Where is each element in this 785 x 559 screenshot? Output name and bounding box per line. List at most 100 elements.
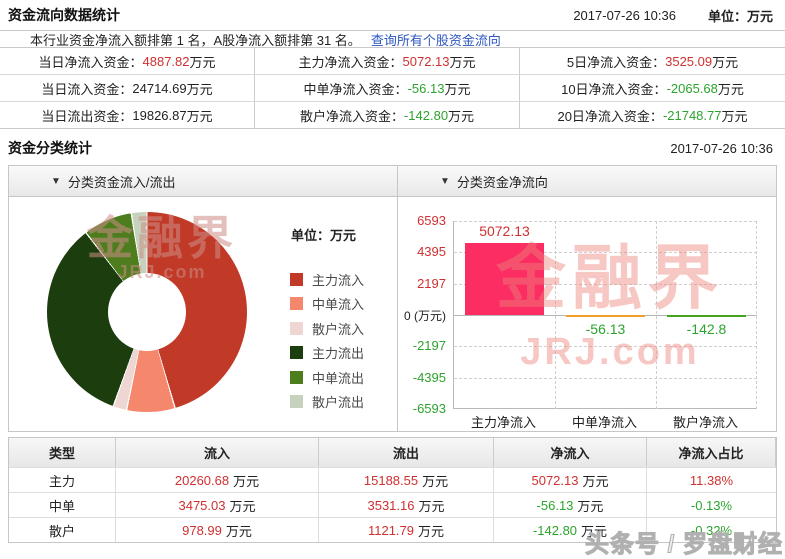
- legend-item: 散户流出: [290, 390, 364, 415]
- stat-value: 4887.82: [142, 53, 190, 69]
- stat-cell-5day-net-inflow: 5日净流入资金： 3525.09 万元: [520, 48, 785, 74]
- y-axis-tick: 0 (万元): [403, 309, 446, 323]
- gridline: [454, 221, 757, 222]
- stat-cell-today-inflow: 当日流入资金： 24714.69 万元: [0, 75, 255, 101]
- y-axis-tick: -4395: [412, 369, 446, 385]
- stat-label: 20日净流入资金：: [557, 108, 663, 124]
- cell-value: 20260.68: [174, 472, 230, 488]
- all-stocks-flow-link[interactable]: 查询所有个股资金流向: [370, 32, 501, 48]
- legend-swatch-icon: [290, 370, 303, 384]
- stat-suffix: 万元: [721, 108, 748, 124]
- section-header-flow-stats: 资金流向数据统计 2017-07-26 10:36 单位：万元: [0, 0, 785, 31]
- stat-cell-10day-net-inflow: 10日净流入资金： -2065.68 万元: [520, 75, 785, 101]
- cell-ratio: -0.32%: [690, 522, 733, 538]
- stat-value: 19826.87: [132, 107, 187, 123]
- legend-label: 中单流入: [312, 297, 365, 313]
- stat-suffix: 万元: [712, 54, 739, 70]
- stat-value: -142.80: [403, 107, 449, 123]
- stat-cell-20day-net-inflow: 20日净流入资金： -21748.77 万元: [520, 102, 785, 128]
- stat-cell-today-outflow: 当日流出资金： 19826.87 万元: [0, 102, 255, 128]
- section-header-category-stats: 资金分类统计 2017-07-26 10:36: [0, 133, 785, 163]
- cell-outflow: 15188.55 万元: [319, 468, 494, 492]
- stat-suffix: 万元: [717, 81, 744, 97]
- x-axis-label: 中单净流入: [571, 415, 637, 430]
- cell-value: 1121.79: [367, 522, 414, 538]
- cell-type: 主力: [9, 468, 116, 492]
- cell-value: 978.99: [182, 522, 222, 538]
- y-axis-tick: 4395: [417, 244, 446, 260]
- cell-value: 3531.16: [367, 497, 415, 513]
- legend-swatch-icon: [290, 395, 303, 409]
- datetime-label: 2017-07-26 10:36: [573, 7, 676, 23]
- cell-suffix: 万元: [422, 473, 449, 489]
- pie-unit-label: 单位：万元: [291, 228, 357, 243]
- cell-net: -56.13 万元: [494, 493, 647, 517]
- page-title: 资金流向数据统计: [8, 7, 120, 23]
- stat-label: 主力净流入资金：: [298, 54, 403, 70]
- bar-中单净流入: [566, 315, 645, 317]
- stat-suffix: 万元: [189, 54, 216, 70]
- gridline: [454, 346, 757, 348]
- bar-value-label: -142.8: [686, 321, 727, 337]
- pie-panel-body: 金融界 JRJ.com 单位：万元 主力流入 中单流入 散户流入 主力流出 中单流出 散户…: [9, 197, 397, 431]
- bar-panel-title: 分类资金净流向: [456, 174, 548, 190]
- cell-value: -56.13: [536, 497, 574, 513]
- cell-type: 散户: [9, 518, 116, 542]
- legend-label: 主力流出: [312, 346, 365, 362]
- chart-panels: ▼ 分类资金流入/流出 金融界 JRJ.com 单位：万元 主力流入 中单流入 散户…: [8, 165, 777, 432]
- cell-net: 5072.13 万元: [494, 468, 647, 492]
- breakdown-table: 类型 流入 流出 净流入 净流入占比 主力 20260.68 万元 15188.5…: [8, 437, 777, 543]
- y-axis-tick: -2197: [412, 338, 446, 354]
- legend-label: 中单流出: [312, 370, 365, 386]
- stat-label: 当日流入资金：: [41, 81, 133, 97]
- legend-item: 中单流出: [290, 365, 364, 390]
- cell-value: 5072.13: [531, 472, 579, 488]
- legend-label: 散户流出: [312, 395, 365, 411]
- bar-panel-header[interactable]: ▼ 分类资金净流向: [398, 166, 776, 197]
- stat-suffix: 万元: [448, 108, 475, 124]
- cell-inflow: 978.99 万元: [116, 518, 319, 542]
- cell-ratio: -0.13%: [690, 497, 733, 513]
- pie-legend: 主力流入中单流入散户流入主力流出中单流出散户流出: [290, 267, 364, 414]
- stat-value: 24714.69: [132, 80, 187, 96]
- cell-suffix: 万元: [233, 473, 260, 489]
- rank-row: 本行业资金净流入额排第 1 名，A股净流入额排第 31 名。 查询所有个股资金流…: [0, 31, 785, 48]
- legend-swatch-icon: [290, 346, 303, 360]
- legend-swatch-icon: [290, 297, 303, 311]
- stat-cell-main-net-inflow: 主力净流入资金： 5072.13 万元: [255, 48, 520, 74]
- bar-主力净流入: [465, 243, 544, 315]
- cell-inflow: 3475.03 万元: [116, 493, 319, 517]
- cell-suffix: 万元: [418, 523, 445, 539]
- cell-outflow: 1121.79 万元: [319, 518, 494, 542]
- header-right-group: 2017-07-26 10:36 单位：万元: [573, 6, 773, 25]
- pie-panel-title: 分类资金流入/流出: [67, 174, 176, 190]
- table-row-mid: 中单 3475.03 万元 3531.16 万元 -56.13 万元 -0.13%: [9, 492, 776, 517]
- bar-panel-body: 金融界 JRJ.com 6593 4395 2197 0 (万元) -2197 -4395…: [398, 197, 776, 431]
- stat-value: 5072.13: [402, 53, 450, 69]
- table-row-retail: 散户 978.99 万元 1121.79 万元 -142.80 万元 -0.32%: [9, 517, 776, 542]
- y-axis-tick: 2197: [417, 275, 446, 291]
- summary-row: 当日流出资金： 19826.87 万元 散户净流入资金： -142.80 万元 20日净…: [0, 102, 785, 129]
- legend-item: 主力流入: [290, 267, 364, 292]
- legend-item: 散户流入: [290, 316, 364, 341]
- stat-value: -21748.77: [662, 107, 722, 123]
- legend-label: 主力流入: [312, 272, 365, 288]
- pie-panel-header[interactable]: ▼ 分类资金流入/流出: [9, 166, 397, 197]
- column-header-inflow: 流入: [116, 438, 319, 467]
- bar-plot: 5072.13 -56.13 -142.8: [453, 221, 757, 409]
- bar-散户净流入: [667, 315, 746, 317]
- triangle-down-icon: ▼: [51, 175, 61, 187]
- legend-swatch-icon: [290, 321, 303, 335]
- stat-cell-today-net-inflow: 当日净流入资金： 4887.82 万元: [0, 48, 255, 74]
- legend-label: 散户流入: [312, 321, 365, 337]
- stat-label: 5日净流入资金：: [566, 54, 666, 70]
- legend-item: 主力流出: [290, 341, 364, 366]
- column-header-ratio: 净流入占比: [647, 438, 776, 467]
- cell-suffix: 万元: [581, 523, 608, 539]
- table-row-main: 主力 20260.68 万元 15188.55 万元 5072.13 万元 11.38…: [9, 467, 776, 492]
- y-axis-tick: -6593: [412, 401, 446, 416]
- gridline: [454, 283, 757, 285]
- stat-suffix: 万元: [186, 108, 213, 124]
- cell-type: 中单: [9, 493, 116, 517]
- datetime-label: 2017-07-26 10:36: [670, 140, 773, 156]
